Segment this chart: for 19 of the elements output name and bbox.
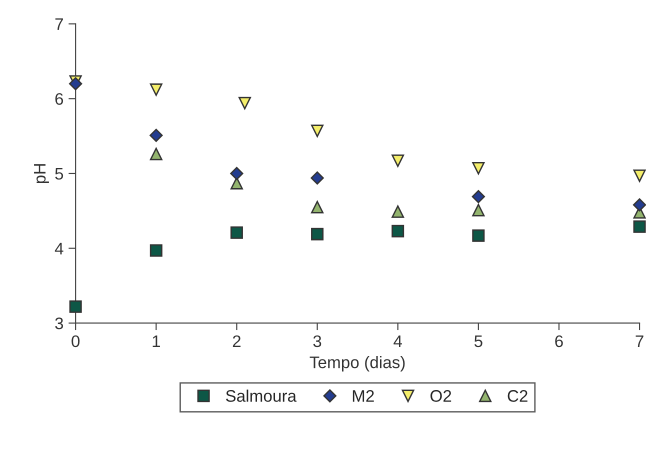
- legend-label: M2: [352, 390, 374, 402]
- x-tick-label: 0: [72, 335, 80, 348]
- legend-label: O2: [430, 390, 452, 402]
- x-tick-label: 7: [636, 336, 644, 347]
- y-tick-label: 6: [55, 93, 64, 105]
- legend-label: C2: [508, 390, 528, 402]
- y-tick-label: 7: [55, 18, 63, 30]
- x-tick-label: 3: [313, 335, 322, 348]
- y-axis-title: pH: [34, 164, 49, 184]
- legend-label: Salmoura: [226, 390, 297, 402]
- x-axis-title: Tempo (dias): [310, 356, 405, 372]
- x-tick-label: 2: [232, 335, 241, 347]
- x-tick-label: 6: [555, 335, 563, 348]
- x-tick-label: 1: [152, 336, 160, 347]
- x-tick-label: 4: [394, 336, 402, 347]
- y-tick-label: 4: [54, 242, 64, 254]
- x-tick-label: 5: [474, 336, 482, 348]
- y-tick-label: 5: [55, 168, 64, 180]
- y-tick-label: 3: [55, 318, 64, 330]
